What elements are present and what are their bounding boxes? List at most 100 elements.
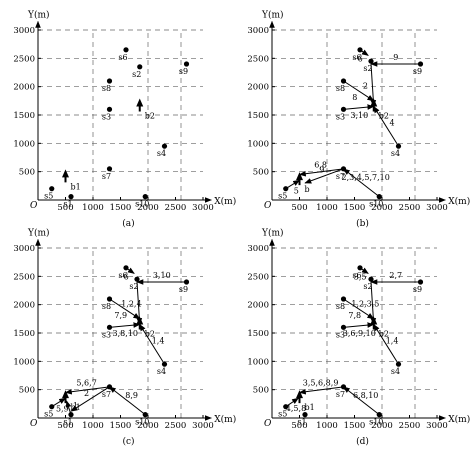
route-arrow — [373, 105, 399, 147]
route-arrow — [109, 298, 141, 320]
route-label: 9 — [319, 165, 324, 174]
sensor-node — [357, 47, 363, 53]
sensor-node — [161, 143, 168, 149]
base-station-label: b2 — [145, 112, 155, 121]
panel-caption: (b) — [356, 218, 369, 229]
base-station-icon — [136, 316, 144, 330]
x-tick-label: 2000 — [371, 203, 393, 213]
route-label: 3,6,9,10 — [343, 329, 376, 338]
sensor-label: s2 — [129, 282, 138, 291]
sensor-node — [137, 64, 143, 70]
sensor-label: s7 — [102, 390, 111, 399]
x-tick-label: 1000 — [316, 421, 338, 431]
x-tick-label: 500 — [57, 421, 73, 431]
y-tick-label: 3000 — [247, 26, 269, 36]
route-label: 6 — [124, 272, 129, 281]
y-axis-label: Y(m) — [27, 228, 50, 239]
sensor-label: s8 — [102, 84, 111, 93]
x-tick-label: 2000 — [137, 421, 159, 431]
y-tick-label: 500 — [19, 168, 35, 178]
y-axis-label: Y(m) — [261, 228, 284, 239]
y-tick-label: 500 — [19, 386, 35, 396]
route-label: 1 — [73, 402, 78, 411]
y-tick-label: 1000 — [13, 357, 35, 367]
x-axis-label: X(m) — [214, 414, 236, 425]
sensor-label: s1 — [297, 418, 306, 427]
sensor-label: s3 — [102, 330, 111, 339]
x-tick-label: 2500 — [399, 421, 421, 431]
x-tick-label: 3000 — [192, 203, 214, 213]
sensor-node — [161, 361, 168, 367]
sensor-node — [340, 78, 347, 84]
x-tick-label: 2500 — [399, 203, 421, 213]
x-tick-label: 3000 — [192, 421, 214, 431]
base-station-label: b2 — [379, 330, 389, 339]
sensor-node — [49, 404, 55, 410]
sensor-label: s10 — [369, 200, 383, 209]
base-station-label: b2 — [379, 112, 389, 121]
sensor-node — [417, 61, 424, 67]
base-station-label: b2 — [145, 330, 155, 339]
route-arrow — [108, 386, 146, 415]
sensor-label: s5 — [278, 192, 287, 201]
sensor-label: s2 — [363, 64, 372, 73]
sensor-node — [106, 78, 113, 84]
x-tick-label: 1500 — [110, 203, 132, 213]
route-arrow — [298, 386, 344, 395]
y-tick-label: 2000 — [13, 83, 35, 93]
y-tick-label: 3000 — [247, 244, 269, 254]
route-label: 2,3,4,5,7,10 — [341, 173, 389, 182]
x-tick-label: 2000 — [371, 421, 393, 431]
panel-4: 500 1000 1500 2000 2500 3000 500 1000 1500 2000 25… — [247, 228, 470, 448]
origin-label: O — [30, 419, 38, 429]
route-label: 4,5,8 — [286, 404, 306, 413]
sensor-node — [106, 166, 113, 172]
sensor-label: s2 — [132, 70, 141, 79]
sensor-label: s6 — [352, 53, 361, 62]
x-axis-label: X(m) — [448, 196, 470, 207]
route-label: 9 — [393, 53, 398, 62]
route-label: 1,4 — [386, 337, 399, 346]
route-arrow — [343, 322, 375, 328]
route-arrow — [304, 168, 344, 184]
y-tick-label: 2500 — [13, 54, 35, 64]
route-arrow — [70, 386, 110, 412]
route-label: 3,5,6,8,9 — [303, 379, 339, 388]
x-tick-label: 500 — [291, 203, 307, 213]
y-axis-label: Y(m) — [27, 10, 50, 21]
x-tick-label: 2500 — [165, 203, 187, 213]
x-tick-label: 1500 — [344, 421, 366, 431]
base-station-label: b1 — [305, 403, 315, 412]
sensor-node — [123, 47, 129, 53]
sensor-label: s4 — [391, 149, 400, 158]
y-tick-label: 500 — [253, 386, 269, 396]
base-station-icon — [370, 316, 378, 330]
route-arrow — [343, 80, 375, 102]
sensor-node — [283, 186, 289, 192]
panel-caption: (d) — [356, 436, 369, 447]
sensor-node — [340, 324, 347, 330]
y-tick-label: 500 — [253, 168, 269, 178]
route-label: 5 — [294, 186, 299, 195]
sensor-label: s9 — [179, 67, 188, 76]
sensor-label: s6 — [352, 271, 361, 280]
sensor-label: s3 — [336, 112, 345, 121]
route-label: 8 — [352, 93, 357, 102]
sensor-node — [49, 186, 55, 192]
origin-label: O — [264, 419, 272, 429]
x-tick-label: 1500 — [344, 203, 366, 213]
sensor-label: s7 — [336, 172, 345, 181]
dashed-gridlines — [38, 247, 203, 418]
sensor-label: s9 — [179, 285, 188, 294]
sensor-label: s5 — [44, 410, 53, 419]
route-arrow — [109, 322, 141, 328]
x-tick-label: 3000 — [426, 203, 448, 213]
y-tick-label: 2500 — [13, 272, 35, 282]
base-station-icon — [62, 169, 69, 183]
sensor-node — [106, 296, 113, 302]
route-arrow — [342, 168, 380, 197]
sensor-label: s4 — [157, 149, 166, 158]
route-label: 3,10 — [350, 111, 368, 120]
sensor-node — [340, 384, 347, 390]
y-tick-label: 1500 — [247, 329, 269, 339]
